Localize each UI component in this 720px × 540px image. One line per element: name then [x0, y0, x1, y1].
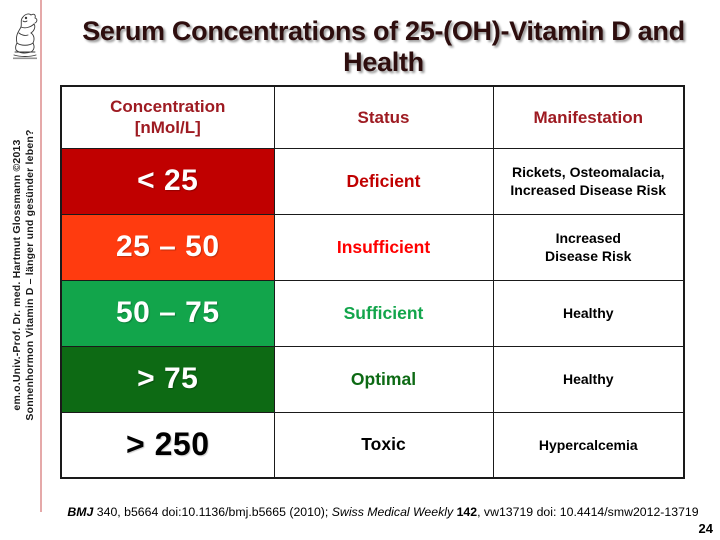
cell-manifestation: Rickets, Osteomalacia, Increased Disease…	[492, 147, 685, 215]
crest-engraving-icon	[13, 13, 38, 60]
citation-part2: , vw13719 doi: 10.4414/smw2012-13719	[477, 505, 699, 519]
citation-journal-bmj: BMJ	[67, 505, 94, 519]
cell-concentration: > 75	[60, 345, 275, 413]
table-row-toxic: > 250 Toxic Hypercalcemia	[60, 411, 685, 479]
cell-status: Insufficient	[273, 213, 494, 281]
table-row-insufficient: 25 – 50 Insufficient Increased Disease R…	[60, 213, 685, 281]
slide-title: Serum Concentrations of 25-(OH)-Vitamin …	[82, 16, 685, 77]
cell-concentration: 50 – 75	[60, 279, 275, 347]
cell-status: Optimal	[273, 345, 494, 413]
cell-manifestation: Increased Disease Risk	[492, 213, 685, 281]
vitamin-d-table: Concentration [nMol/L] Status Manifestat…	[60, 85, 685, 479]
cell-concentration: > 250	[60, 411, 275, 479]
table-header-row: Concentration [nMol/L] Status Manifestat…	[60, 85, 685, 149]
citation-journal-smw: Swiss Medical Weekly	[331, 505, 454, 519]
manifestation-line1: Healthy	[562, 305, 614, 321]
manifestation-line2: Disease Risk	[545, 248, 632, 264]
cell-concentration: 25 – 50	[60, 213, 275, 281]
cell-concentration: < 25	[60, 147, 275, 215]
reference-citation: BMJ 340, b5664 doi:10.1136/bmj.b5665 (20…	[52, 505, 714, 519]
citation-volume: 142	[453, 505, 478, 519]
manifestation-line1: Increased	[555, 230, 621, 246]
table-row-optimal: > 75 Optimal Healthy	[60, 345, 685, 413]
header-concentration: Concentration [nMol/L]	[60, 85, 275, 149]
manifestation-line2: Increased Disease Risk	[510, 182, 667, 198]
author-credit-line2: Sonnenhormon Vitamin D – länger und gesü…	[24, 129, 36, 421]
cell-manifestation: Hypercalcemia	[492, 411, 685, 479]
table-row-sufficient: 50 – 75 Sufficient Healthy	[60, 279, 685, 347]
cell-manifestation: Healthy	[492, 345, 685, 413]
header-manifestation: Manifestation	[492, 85, 685, 149]
accent-divider-line	[40, 0, 42, 512]
header-concentration-line2: [nMol/L]	[134, 118, 201, 138]
cell-status: Toxic	[273, 411, 494, 479]
cell-status: Deficient	[273, 147, 494, 215]
cell-manifestation: Healthy	[492, 279, 685, 347]
manifestation-line1: Rickets, Osteomalacia,	[511, 164, 665, 180]
table-row-deficient: < 25 Deficient Rickets, Osteomalacia, In…	[60, 147, 685, 215]
author-credit-line1: em.o.Univ.-Prof. Dr. med. Hartmut Glossm…	[11, 139, 23, 411]
header-status: Status	[273, 85, 494, 149]
manifestation-line1: Hypercalcemia	[538, 436, 638, 453]
citation-part1: 340, b5664 doi:10.1136/bmj.b5665 (2010);	[93, 505, 332, 519]
cell-status: Sufficient	[273, 279, 494, 347]
author-credit-vertical: em.o.Univ.-Prof. Dr. med. Hartmut Glossm…	[11, 60, 39, 490]
manifestation-line1: Healthy	[562, 371, 614, 387]
header-concentration-line1: Concentration	[110, 97, 226, 117]
page-number: 24	[698, 521, 713, 536]
